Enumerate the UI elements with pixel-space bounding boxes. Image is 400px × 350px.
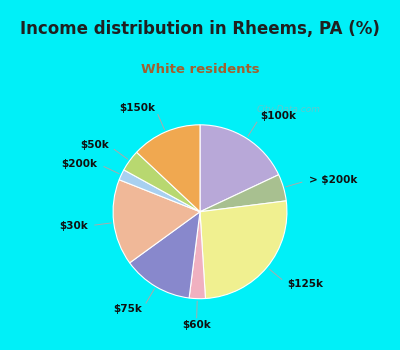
Text: $50k: $50k — [80, 140, 108, 150]
Text: Income distribution in Rheems, PA (%): Income distribution in Rheems, PA (%) — [20, 20, 380, 38]
Wedge shape — [124, 152, 200, 212]
Text: $125k: $125k — [287, 279, 323, 289]
Text: $30k: $30k — [59, 221, 88, 231]
Text: $75k: $75k — [114, 304, 142, 314]
Text: $60k: $60k — [182, 320, 211, 330]
Wedge shape — [130, 212, 200, 298]
Wedge shape — [119, 170, 200, 212]
Text: > $200k: > $200k — [308, 175, 357, 185]
Wedge shape — [200, 175, 286, 212]
Wedge shape — [189, 212, 206, 299]
Text: City-Data.com: City-Data.com — [256, 105, 320, 114]
Wedge shape — [200, 125, 279, 212]
Text: $200k: $200k — [62, 159, 98, 169]
Text: $100k: $100k — [260, 111, 296, 121]
Wedge shape — [137, 125, 200, 212]
Wedge shape — [200, 201, 287, 299]
Text: $150k: $150k — [119, 103, 155, 113]
Text: White residents: White residents — [141, 63, 259, 76]
Wedge shape — [113, 180, 200, 263]
